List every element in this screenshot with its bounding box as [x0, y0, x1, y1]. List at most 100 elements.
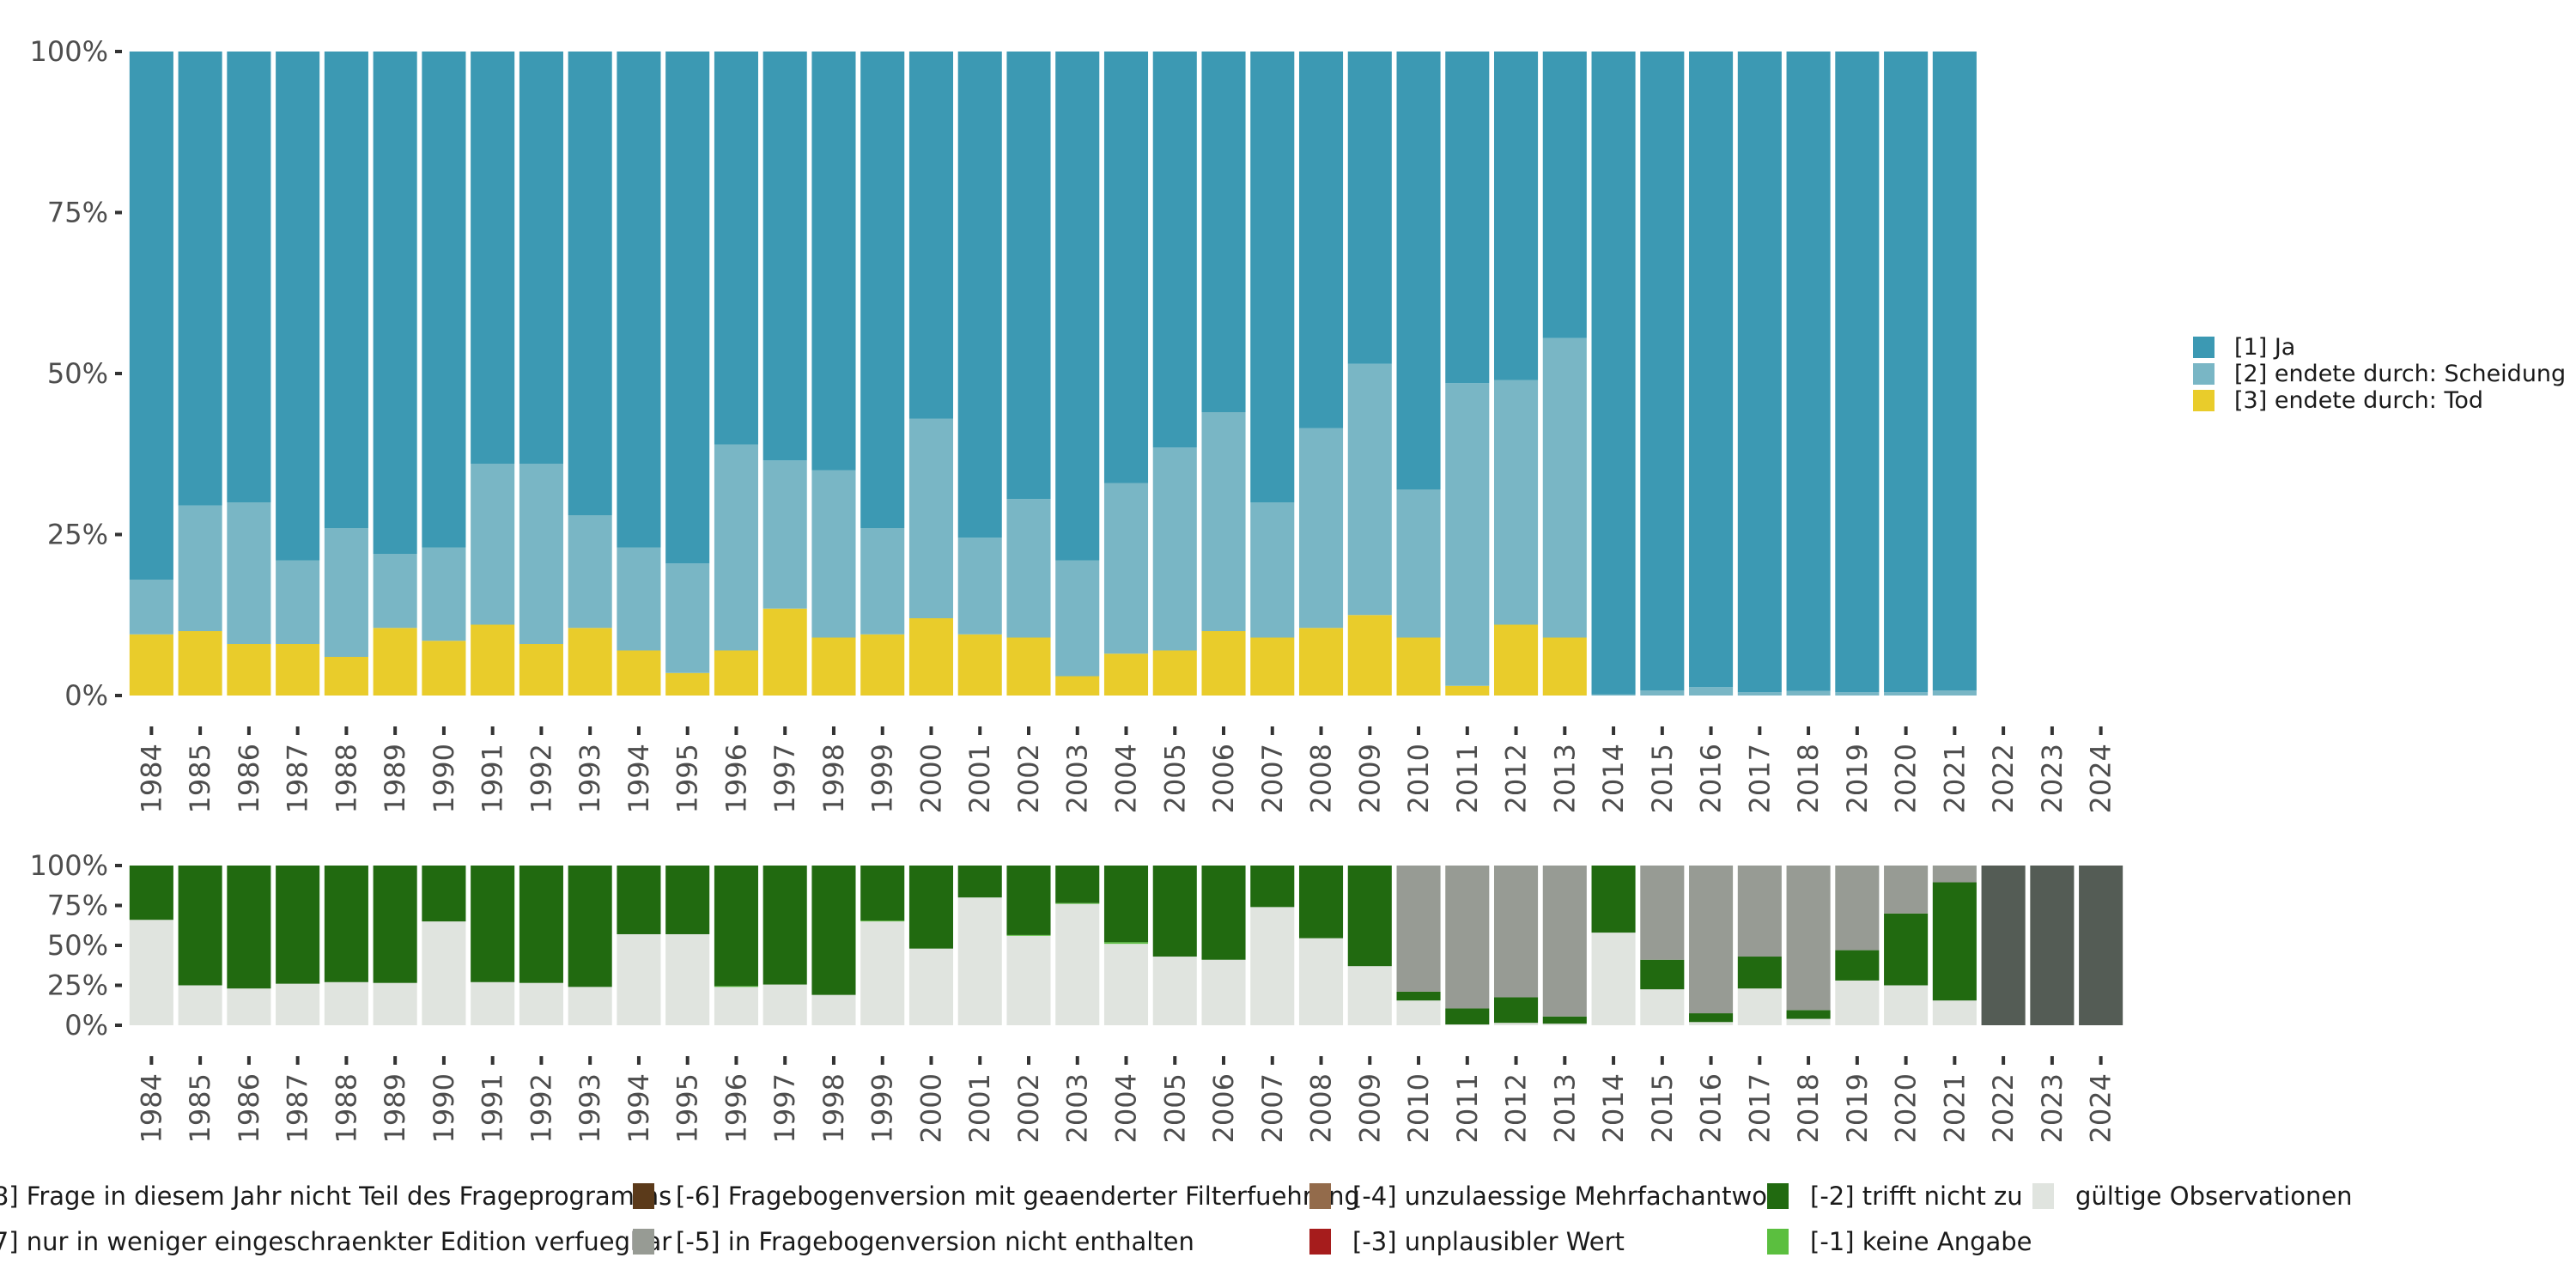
x-tick-label: 1998	[817, 1073, 850, 1143]
bar-segment-2009-s1	[1347, 363, 1392, 616]
bar-segment-2021-s5	[1932, 866, 1977, 883]
bar-segment-1984-s0	[129, 634, 173, 696]
x-tick-label: 2004	[1110, 744, 1143, 813]
x-tick-label: 2012	[1500, 744, 1533, 813]
bottom-legend-label-2: [-6] Fragebogenversion mit geaenderter F…	[676, 1182, 1360, 1211]
bar-segment-2003-s1	[1055, 902, 1100, 904]
y-tick-label: 50%	[47, 929, 108, 962]
bar-segment-1990-s2	[422, 52, 466, 548]
bar-segment-2016-s2	[1689, 1013, 1734, 1023]
bar-segment-1997-s1	[762, 460, 807, 609]
bar-segment-2000-s1	[908, 418, 954, 618]
x-tick-label: 1992	[525, 744, 557, 813]
x-tick-label: 2024	[2085, 744, 2117, 813]
bar-segment-2015-s2	[1640, 959, 1685, 990]
bottom-legend-key-6	[1767, 1183, 1789, 1209]
x-tick-label: 1993	[574, 744, 606, 813]
bar-segment-2019-s2	[1835, 52, 1880, 693]
bar-segment-2003-s0	[1055, 903, 1100, 1025]
x-tick-label: 1991	[477, 1073, 509, 1143]
bar-segment-2005-s0	[1152, 957, 1197, 1025]
x-tick-label: 2010	[1402, 744, 1435, 813]
bar-segment-1984-s0	[129, 920, 173, 1025]
bar-segment-1987-s0	[276, 644, 320, 696]
x-tick-label: 1989	[379, 1073, 411, 1143]
x-tick-label: 1990	[428, 744, 460, 813]
bar-segment-2024-s8	[2079, 866, 2123, 1025]
bar-segment-2020-s2	[1884, 913, 1929, 986]
bar-segment-1986-s2	[227, 866, 271, 989]
bar-segment-2006-s0	[1201, 631, 1246, 696]
bar-segment-2012-s2	[1494, 52, 1539, 380]
x-tick-label: 1989	[379, 744, 411, 813]
bar-segment-2013-s1	[1542, 337, 1587, 638]
bar-segment-1999-s2	[860, 52, 905, 528]
bar-segment-2009-s0	[1347, 615, 1392, 696]
bottom-legend-key-2	[633, 1183, 654, 1209]
x-tick-label: 2000	[914, 1073, 947, 1143]
bar-segment-2017-s0	[1737, 988, 1782, 1025]
bar-segment-2015-s0	[1640, 989, 1685, 1025]
x-tick-label: 2005	[1158, 1073, 1191, 1143]
x-tick-label: 2016	[1695, 1073, 1728, 1143]
x-tick-label: 1984	[135, 744, 167, 813]
bar-segment-1985-s0	[178, 985, 222, 1025]
legend-key-2	[2193, 390, 2215, 411]
x-tick-label: 1988	[330, 744, 362, 813]
x-tick-label: 2005	[1158, 744, 1191, 813]
bar-segment-2009-s2	[1347, 866, 1392, 967]
bar-segment-1991-s0	[471, 624, 515, 696]
y-tick-label: 50%	[47, 357, 108, 390]
bar-segment-1988-s0	[324, 981, 368, 1025]
bar-segment-2001-s1	[957, 538, 1002, 635]
bar-segment-1989-s0	[373, 982, 417, 1025]
bar-segment-2000-s0	[908, 618, 954, 696]
x-tick-label: 1987	[282, 1073, 314, 1143]
bar-segment-2020-s2	[1884, 52, 1929, 693]
bar-segment-1999-s1	[860, 528, 905, 635]
bar-segment-1995-s0	[665, 672, 710, 696]
bar-segment-2004-s0	[1103, 944, 1149, 1025]
bar-segment-2007-s1	[1250, 502, 1295, 638]
bar-segment-2006-s2	[1201, 866, 1246, 960]
x-tick-label: 2013	[1548, 1073, 1581, 1143]
bar-segment-1997-s0	[762, 608, 807, 696]
bar-segment-2011-s0	[1445, 1024, 1490, 1025]
bar-segment-2002-s1	[1006, 499, 1051, 638]
lower-y-axis: 0% 25% 50% 75% 100%	[30, 849, 122, 1042]
bar-segment-1998-s1	[811, 470, 856, 638]
bar-segment-1992-s2	[519, 52, 563, 464]
x-tick-label: 1986	[233, 1073, 265, 1143]
x-tick-label: 2019	[1841, 1073, 1874, 1143]
x-tick-label: 2022	[1987, 1073, 2020, 1143]
x-tick-label: 2017	[1743, 1073, 1776, 1143]
x-tick-label: 2021	[1938, 744, 1971, 813]
x-tick-label: 2015	[1646, 744, 1679, 813]
x-tick-label: 1998	[817, 744, 850, 813]
legend-label-1: [2] endete durch: Scheidung	[2234, 361, 2566, 387]
bottom-legend-label-0: [-8] Frage in diesem Jahr nicht Teil des…	[0, 1182, 671, 1211]
bar-segment-2014-s1	[1591, 694, 1636, 696]
bar-segment-1996-s2	[714, 52, 758, 445]
x-tick-label: 1988	[330, 1073, 362, 1143]
bar-segment-1995-s2	[665, 52, 710, 564]
x-tick-label: 2009	[1353, 1073, 1386, 1143]
x-tick-label: 1991	[477, 744, 509, 813]
bar-segment-1987-s0	[276, 983, 320, 1025]
bar-segment-1993-s0	[568, 987, 612, 1025]
bottom-legend-key-8	[2032, 1183, 2054, 1209]
bar-segment-2021-s1	[1932, 690, 1977, 696]
x-tick-label: 2021	[1938, 1073, 1971, 1143]
bar-segment-2016-s5	[1689, 866, 1734, 1014]
bar-segment-2014-s2	[1591, 52, 1636, 695]
bar-segment-2012-s5	[1494, 866, 1539, 998]
x-tick-label: 1997	[769, 1073, 801, 1143]
x-tick-label: 1987	[282, 744, 314, 813]
bar-segment-1989-s1	[373, 554, 417, 629]
upper-y-axis: 0% 25% 50% 75% 100%	[30, 35, 122, 712]
bar-segment-1990-s0	[422, 921, 466, 1025]
x-tick-label: 2006	[1207, 1073, 1240, 1143]
bar-segment-2005-s1	[1152, 447, 1197, 651]
bar-segment-1992-s0	[519, 982, 563, 1025]
